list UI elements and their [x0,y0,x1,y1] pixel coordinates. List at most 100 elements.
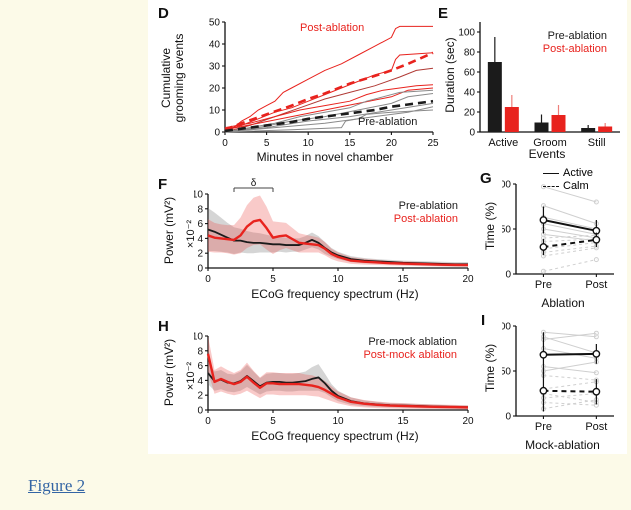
panel-d-plot: 0 10 20 30 40 50 0 5 10 15 20 25 [209,18,439,150]
panel-d-letter: D [158,5,169,22]
svg-text:20: 20 [462,274,474,285]
svg-text:2: 2 [197,391,203,402]
svg-text:Pre: Pre [535,279,552,291]
panel-d-annotation-post-ablation: Post-ablation [300,22,365,34]
svg-text:5: 5 [264,138,270,149]
svg-text:40: 40 [464,88,476,99]
panel-h-plot: 0 2 4 6 8 10 0 5 10 15 20 [194,332,474,428]
panel-g-x-axis-label: Ablation [541,296,585,310]
panel-d-y-axis-label-line2: grooming events [172,33,187,123]
panel-e-letter: E [438,5,449,22]
panel-f-plot: 0 2 4 6 8 10 0 5 10 15 20 δ [194,178,474,285]
panel-e-plot: 0 20 40 60 80 100 Active Groom Still [458,22,620,149]
svg-text:8: 8 [197,346,203,357]
panel-e-legend: Pre-ablation Post-ablation [495,30,607,56]
svg-text:0: 0 [205,416,211,427]
svg-text:0: 0 [205,274,211,285]
panel-g-plot: 0 50 100 Pre Post [502,180,614,291]
svg-text:0: 0 [505,412,511,423]
panel-h-x-axis-label: ECoG frequency spectrum (Hz) [251,429,419,443]
svg-text:0: 0 [222,138,228,149]
figure-link[interactable]: Figure 2 [28,476,86,495]
svg-text:40: 40 [209,40,221,51]
panel-i-letter: I [481,312,486,329]
solid-line-icon [543,173,559,174]
panel-f-legend-post-ablation: Post-ablation [393,213,458,225]
panel-h-legend: Pre-mock ablation Post-mock ablation [307,336,457,362]
panel-h-letter: H [158,318,169,335]
svg-text:10: 10 [303,138,315,149]
panel-d-y-axis-label: Cumulative grooming events [159,14,187,142]
panel-g-legend-row-calm: Calm [543,180,625,193]
panel-f-x-axis-label: ECoG frequency spectrum (Hz) [251,287,419,301]
svg-text:8: 8 [197,204,203,215]
svg-text:100: 100 [502,180,511,191]
panel-d-annotation-pre-ablation: Pre-ablation [358,116,418,128]
svg-text:50: 50 [209,18,221,29]
panel-g-legend: Active Calm [543,167,625,193]
svg-text:6: 6 [197,361,203,372]
panel-g-y-axis-label: Time (%) [483,201,497,251]
svg-text:5: 5 [270,274,276,285]
svg-text:Active: Active [488,137,518,149]
panel-g-letter: G [480,170,492,187]
panel-i-plot: 0 50 100 Pre Post [502,322,614,433]
svg-text:4: 4 [197,376,203,387]
svg-text:25: 25 [427,138,439,149]
svg-text:100: 100 [458,28,475,39]
svg-text:Pre: Pre [535,421,552,433]
panel-e-legend-pre-ablation: Pre-ablation [547,30,607,42]
svg-text:20: 20 [462,416,474,427]
svg-text:10: 10 [332,274,344,285]
dashed-line-icon [543,186,559,187]
panel-i-y-axis-label: Time (%) [483,343,497,393]
svg-text:10: 10 [332,416,344,427]
svg-text:30: 30 [209,62,221,73]
panel-f-letter: F [158,176,168,193]
svg-text:15: 15 [397,416,409,427]
panel-f-y-axis-label: Power (mV²) [162,196,176,265]
svg-text:80: 80 [464,48,476,59]
panel-g-legend-active: Active [563,167,593,179]
svg-text:15: 15 [344,138,356,149]
svg-text:20: 20 [464,108,476,119]
panel-h-y-axis-label: Power (mV²) [162,338,176,407]
svg-text:10: 10 [194,332,203,343]
panel-d-y-axis-label-line1: Cumulative [159,47,173,109]
svg-text:Post: Post [585,279,607,291]
svg-text:20: 20 [209,84,221,95]
panel-h-legend-post-mock: Post-mock ablation [363,349,457,361]
panel-h-legend-pre-mock: Pre-mock ablation [368,336,457,348]
svg-text:100: 100 [502,322,511,333]
panel-d-x-axis-label: Minutes in novel chamber [256,150,394,164]
svg-text:0: 0 [469,128,475,139]
panel-e-x-axis-label: Events [528,147,566,161]
panel-f-legend-pre-ablation: Pre-ablation [398,200,458,212]
svg-text:5: 5 [270,416,276,427]
panel-g-legend-row-active: Active [543,167,625,180]
svg-text:6: 6 [197,219,203,230]
panel-i-x-axis-label: Mock-ablation [525,438,600,452]
panel-f-legend: Pre-ablation Post-ablation [330,200,458,226]
svg-text:20: 20 [386,138,398,149]
svg-text:2: 2 [197,249,203,260]
svg-text:δ: δ [251,178,257,189]
svg-text:0: 0 [505,270,511,281]
svg-text:0: 0 [214,128,220,139]
svg-text:50: 50 [502,225,511,236]
svg-text:Still: Still [588,137,606,149]
svg-text:Post: Post [585,421,607,433]
svg-text:15: 15 [397,274,409,285]
panel-e-legend-post-ablation: Post-ablation [542,43,607,55]
svg-text:10: 10 [209,106,221,117]
svg-text:4: 4 [197,234,203,245]
svg-text:0: 0 [197,406,203,417]
svg-text:60: 60 [464,68,476,79]
svg-text:0: 0 [197,264,203,275]
svg-text:50: 50 [502,367,511,378]
svg-text:Groom: Groom [533,137,567,149]
svg-text:10: 10 [194,190,203,201]
panel-g-legend-calm: Calm [563,180,589,192]
figure-image [148,0,627,454]
